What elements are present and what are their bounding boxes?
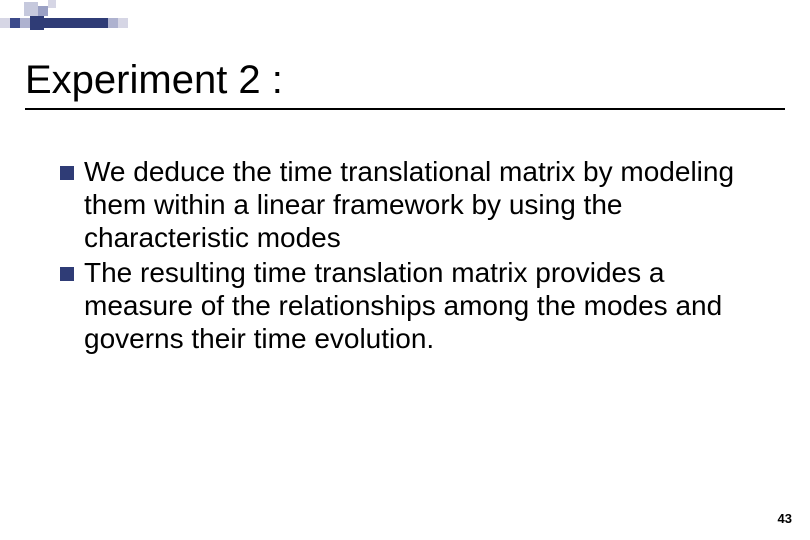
square-bullet-icon (60, 267, 74, 281)
deco-square (24, 2, 38, 16)
deco-square (38, 6, 48, 16)
bullet-item: The resulting time translation matrix pr… (60, 256, 770, 355)
bullet-item: We deduce the time translational matrix … (60, 155, 770, 254)
square-bullet-icon (60, 166, 74, 180)
page-number: 43 (778, 511, 792, 526)
bullet-text: The resulting time translation matrix pr… (84, 256, 770, 355)
body-content: We deduce the time translational matrix … (60, 155, 770, 357)
deco-square (20, 18, 30, 28)
deco-square (108, 18, 118, 28)
deco-square (10, 18, 20, 28)
deco-square (0, 18, 10, 28)
title-underline (25, 108, 785, 110)
deco-bar (44, 18, 108, 28)
deco-square (48, 0, 56, 8)
header-decoration (0, 0, 810, 45)
deco-square (30, 16, 44, 30)
slide-title: Experiment 2 : (25, 58, 283, 103)
deco-square (118, 18, 128, 28)
bullet-text: We deduce the time translational matrix … (84, 155, 770, 254)
